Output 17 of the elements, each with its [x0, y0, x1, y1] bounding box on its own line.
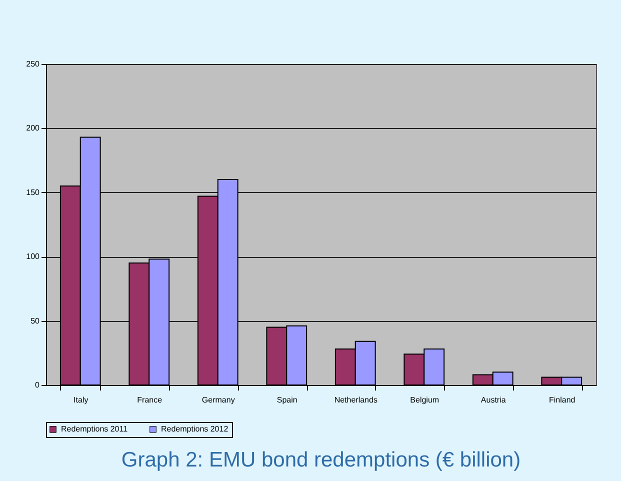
x-tick-label: Germany [202, 396, 235, 404]
legend-label: Redemptions 2011 [61, 424, 128, 434]
y-tick-label: 50 [30, 316, 40, 326]
text: Graph 2: EMU bond redemptions (€ billion) [121, 448, 521, 472]
x-tick-label: Austria [480, 396, 506, 404]
legend-label: Redemptions 2012 [161, 424, 229, 434]
x-tick-label: France [137, 396, 163, 404]
y-tick-label: 0 [35, 380, 40, 390]
y-tick-label: 200 [26, 124, 40, 133]
y-tick-label: 150 [26, 188, 40, 197]
x-tick-label: Belgium [410, 396, 440, 404]
x-tick-label: Netherlands [334, 396, 378, 404]
x-tick-label: Italy [74, 396, 88, 404]
y-tick-label: 100 [26, 252, 40, 262]
x-tick-label: Finland [549, 396, 576, 404]
y-tick-label: 250 [26, 60, 40, 68]
x-tick-label: Spain [276, 396, 298, 404]
